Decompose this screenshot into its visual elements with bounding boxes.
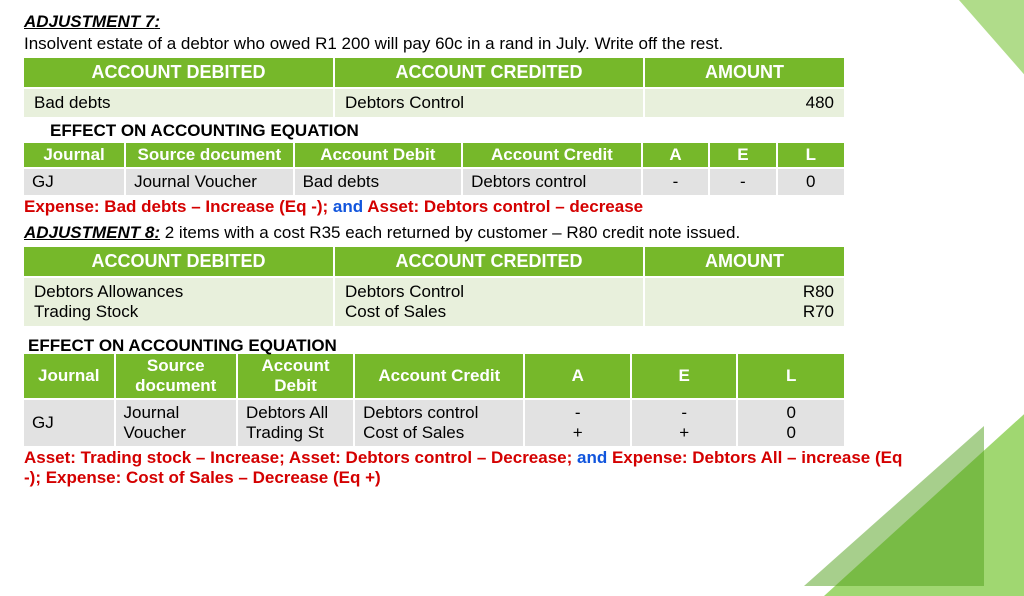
adj7-note-and: and <box>333 197 367 216</box>
col-account-credited: ACCOUNT CREDITED <box>334 247 644 277</box>
table-row: Bad debts Debtors Control 480 <box>24 88 844 117</box>
adj7-equation-table: Journal Source document Account Debit Ac… <box>24 143 844 195</box>
adj7-effect-header: EFFECT ON ACCOUNTING EQUATION <box>50 121 1000 141</box>
col-account-debited: ACCOUNT DEBITED <box>24 247 334 277</box>
cell-ac-1: Debtors control <box>363 403 515 423</box>
col-account-credited: ACCOUNT CREDITED <box>334 58 644 88</box>
cell-debit-2: Trading Stock <box>34 302 323 322</box>
col-account-debit: Account Debit <box>294 143 462 168</box>
cell-ac-2: Cost of Sales <box>363 423 515 443</box>
cell-l-1: 0 <box>746 403 836 423</box>
slide-content: ADJUSTMENT 7: Insolvent estate of a debt… <box>24 12 1000 488</box>
cell-l: 0 <box>777 168 844 195</box>
col-a: A <box>642 143 709 168</box>
cell-acc-debit: Debtors All Trading St <box>237 399 354 446</box>
adjustment-7-desc: Insolvent estate of a debtor who owed R1… <box>24 34 1000 54</box>
col-e: E <box>631 354 737 399</box>
table-header-row: ACCOUNT DEBITED ACCOUNT CREDITED AMOUNT <box>24 58 844 88</box>
cell-l: 0 0 <box>737 399 844 446</box>
adj7-note: Expense: Bad debts – Increase (Eq -); an… <box>24 197 1000 217</box>
adj7-journal-table: ACCOUNT DEBITED ACCOUNT CREDITED AMOUNT … <box>24 58 844 117</box>
table-header-row: Journal Source document Account Debit Ac… <box>24 143 844 168</box>
adjustment-8-line: ADJUSTMENT 8: 2 items with a cost R35 ea… <box>24 223 1000 243</box>
adj7-note-part1: Expense: Bad debts – Increase (Eq -); <box>24 197 333 216</box>
col-amount: AMOUNT <box>644 247 844 277</box>
adj8-note-and: and <box>577 448 612 467</box>
adj8-note-part1: Asset: Trading stock – Increase; Asset: … <box>24 448 577 467</box>
cell-credit: Debtors Control <box>334 88 644 117</box>
col-account-debited: ACCOUNT DEBITED <box>24 58 334 88</box>
cell-amount-2: R70 <box>655 302 834 322</box>
adj8-effect-header: EFFECT ON ACCOUNTING EQUATION <box>28 336 1000 356</box>
cell-debit: Bad debts <box>24 88 334 117</box>
adjustment-8-desc: 2 items with a cost R35 each returned by… <box>160 223 740 242</box>
cell-e-1: - <box>640 403 728 423</box>
cell-j-1: GJ <box>32 413 106 433</box>
cell-a: - + <box>524 399 630 446</box>
adj8-equation-table: Journal Source document Account Debit Ac… <box>24 354 844 446</box>
col-source-doc: Source document <box>125 143 293 168</box>
cell-e: - <box>709 168 776 195</box>
cell-credit: Debtors Control Cost of Sales <box>334 277 644 326</box>
cell-amount-1: R80 <box>655 282 834 302</box>
adj7-note-part2: Asset: Debtors control – decrease <box>367 197 643 216</box>
adj8-journal-table: ACCOUNT DEBITED ACCOUNT CREDITED AMOUNT … <box>24 247 844 326</box>
cell-debit: Debtors Allowances Trading Stock <box>24 277 334 326</box>
cell-ad-2: Trading St <box>246 423 345 443</box>
cell-journal: GJ <box>24 399 115 446</box>
table-header-row: Journal Source document Account Debit Ac… <box>24 354 844 399</box>
cell-amount: R80 R70 <box>644 277 844 326</box>
cell-source-doc: Journal Voucher <box>125 168 293 195</box>
col-journal: Journal <box>24 354 115 399</box>
cell-a-1: - <box>533 403 621 423</box>
table-header-row: ACCOUNT DEBITED ACCOUNT CREDITED AMOUNT <box>24 247 844 277</box>
col-source-doc: Source document <box>115 354 237 399</box>
cell-journal: GJ <box>24 168 125 195</box>
table-row: Debtors Allowances Trading Stock Debtors… <box>24 277 844 326</box>
adjustment-8-title: ADJUSTMENT 8: <box>24 223 160 242</box>
col-journal: Journal <box>24 143 125 168</box>
col-account-credit: Account Credit <box>462 143 642 168</box>
adjustment-7-title: ADJUSTMENT 7: <box>24 12 1000 32</box>
col-l: L <box>777 143 844 168</box>
cell-amount: 480 <box>644 88 844 117</box>
col-account-credit: Account Credit <box>354 354 524 399</box>
cell-ad-1: Debtors All <box>246 403 345 423</box>
table-row: GJ Journal Voucher Debtors All Trading S… <box>24 399 844 446</box>
cell-acc-credit: Debtors control <box>462 168 642 195</box>
cell-credit-1: Debtors Control <box>345 282 633 302</box>
cell-a: - <box>642 168 709 195</box>
cell-e: - + <box>631 399 737 446</box>
cell-l-2: 0 <box>746 423 836 443</box>
col-l: L <box>737 354 844 399</box>
adj8-note: Asset: Trading stock – Increase; Asset: … <box>24 448 904 488</box>
col-a: A <box>524 354 630 399</box>
col-account-debit: Account Debit <box>237 354 354 399</box>
cell-source-doc: Journal Voucher <box>115 399 237 446</box>
cell-debit-1: Debtors Allowances <box>34 282 323 302</box>
col-amount: AMOUNT <box>644 58 844 88</box>
cell-e-2: + <box>640 423 728 443</box>
cell-acc-credit: Debtors control Cost of Sales <box>354 399 524 446</box>
cell-a-2: + <box>533 423 621 443</box>
cell-credit-2: Cost of Sales <box>345 302 633 322</box>
adjustment-7-colon: : <box>154 12 160 31</box>
cell-acc-debit: Bad debts <box>294 168 462 195</box>
adjustment-7-title-text: ADJUSTMENT 7 <box>24 12 154 31</box>
col-e: E <box>709 143 776 168</box>
cell-sd-1: Journal Voucher <box>124 403 228 443</box>
table-row: GJ Journal Voucher Bad debts Debtors con… <box>24 168 844 195</box>
